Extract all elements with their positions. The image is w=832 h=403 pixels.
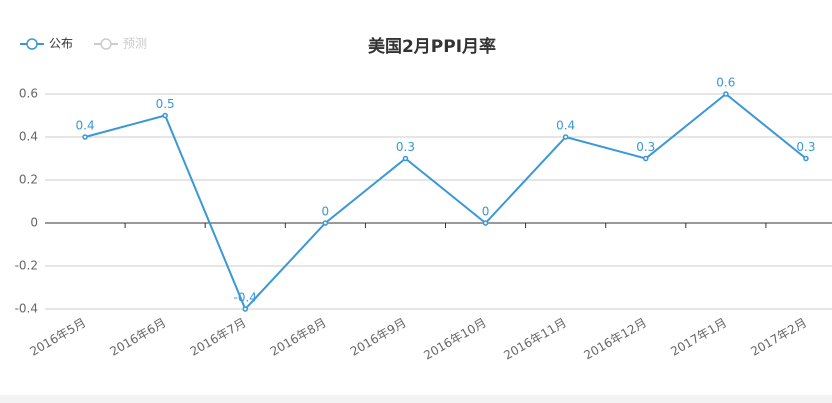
x-tick-label: 2016年12月 [582, 316, 649, 363]
legend-marker [100, 38, 112, 50]
x-tick-label: 2016年11月 [501, 316, 568, 363]
footer-band [0, 395, 832, 403]
data-label: 0.5 [156, 97, 175, 111]
x-tick-label: 2016年7月 [188, 316, 249, 359]
y-tick-label: 0 [30, 216, 38, 230]
data-label: -0.4 [234, 291, 257, 305]
legend-marker [26, 38, 38, 50]
y-tick-label: 0.6 [19, 87, 38, 101]
data-label: 0.6 [716, 76, 735, 90]
data-label: 0.3 [396, 140, 415, 154]
legend-item[interactable]: 预测 [94, 37, 147, 51]
x-tick-label: 2017年2月 [748, 316, 809, 359]
x-tick-label: 2016年10月 [421, 316, 488, 363]
x-tick-label: 2016年9月 [348, 316, 409, 359]
x-tick-label: 2016年6月 [108, 316, 169, 359]
x-tick-label: 2017年1月 [668, 316, 729, 359]
data-point [82, 134, 88, 140]
series-line [84, 92, 807, 311]
data-point [562, 134, 569, 140]
data-point [482, 220, 489, 226]
data-point [803, 155, 809, 162]
data-label: 0.3 [636, 140, 655, 154]
legend-item[interactable]: 公布 [20, 37, 73, 51]
data-label: 0.4 [556, 119, 575, 133]
y-tick-label: 0.2 [19, 173, 38, 187]
y-tick-label: -0.4 [15, 302, 38, 316]
data-point [643, 155, 649, 162]
data-point [162, 112, 168, 119]
data-point [723, 91, 729, 97]
data-label: 0 [482, 205, 490, 219]
legend-label: 公布 [49, 37, 73, 51]
data-point [402, 155, 409, 162]
data-label: 0.3 [796, 140, 815, 154]
x-tick-label: 2016年8月 [268, 316, 329, 359]
data-point [242, 306, 248, 312]
data-point [322, 220, 329, 226]
y-tick-label: -0.2 [15, 259, 38, 273]
data-label: 0 [322, 205, 330, 219]
chart-title: 美国2月PPI月率 [368, 36, 496, 57]
y-tick-label: 0.4 [19, 130, 38, 144]
data-label: 0.4 [76, 119, 95, 133]
legend-label: 预测 [123, 37, 147, 51]
x-tick-label: 2016年5月 [27, 316, 88, 359]
